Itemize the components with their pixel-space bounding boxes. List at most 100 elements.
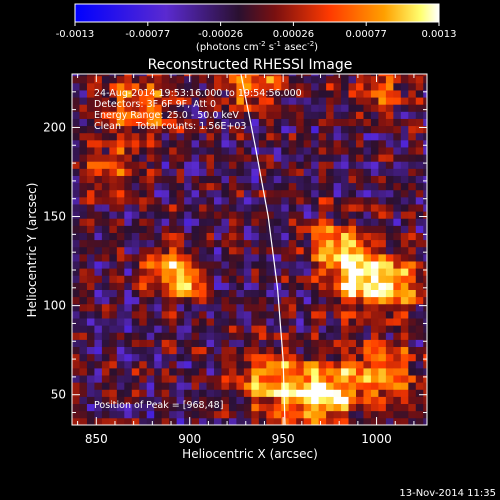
heatmap-cell <box>206 218 215 226</box>
heatmap-cell <box>356 154 364 162</box>
heatmap-cell <box>72 147 80 155</box>
heatmap-cell <box>356 410 364 419</box>
heatmap-cell <box>326 125 334 134</box>
heatmap-cell <box>303 211 312 219</box>
heatmap-cell <box>408 382 417 390</box>
heatmap-cell <box>378 204 387 212</box>
heatmap-cell <box>72 332 80 340</box>
heatmap-cell <box>72 360 80 369</box>
heatmap-cell <box>341 97 349 105</box>
heatmap-cell <box>356 97 364 105</box>
heatmap-cell <box>161 375 170 383</box>
heatmap-cell <box>281 282 290 290</box>
heatmap-cell <box>199 82 207 91</box>
heatmap-cell <box>176 147 185 155</box>
heatmap-cell <box>303 310 312 319</box>
heatmap-cell <box>176 339 185 348</box>
heatmap-cell <box>363 310 372 319</box>
heatmap-cell <box>243 289 252 298</box>
heatmap-cell <box>139 232 148 241</box>
heatmap-cell <box>206 332 215 340</box>
heatmap-cell <box>169 90 178 98</box>
heatmap-cell <box>169 196 178 205</box>
heatmap-cell <box>109 239 118 248</box>
heatmap-cell <box>243 382 252 390</box>
heatmap-cell <box>124 332 133 340</box>
heatmap-cell <box>385 261 394 269</box>
heatmap-cell <box>116 147 125 155</box>
heatmap-cell <box>296 204 305 212</box>
heatmap-cell <box>228 104 237 112</box>
heatmap-cell <box>191 275 200 283</box>
heatmap-cell <box>191 253 200 262</box>
heatmap-cell <box>221 246 230 255</box>
heatmap-cell <box>176 182 185 191</box>
heatmap-cell <box>214 75 222 84</box>
heatmap-cell <box>131 175 140 184</box>
x-tick-label: 900 <box>178 432 201 446</box>
heatmap-cell <box>243 310 252 319</box>
heatmap-cell <box>221 168 230 176</box>
heatmap-cell <box>243 246 252 255</box>
heatmap-cell <box>393 132 402 141</box>
heatmap-cell <box>415 75 424 84</box>
heatmap-cell <box>311 75 320 84</box>
heatmap-cell <box>124 82 133 91</box>
heatmap-cell <box>311 268 320 276</box>
heatmap-cell <box>243 75 252 84</box>
heatmap-cell <box>228 161 237 169</box>
heatmap-cell <box>214 410 222 419</box>
heatmap-cell <box>333 118 342 127</box>
heatmap-cell <box>124 268 133 276</box>
heatmap-cell <box>393 310 402 319</box>
heatmap-cell <box>109 382 118 390</box>
heatmap-cell <box>86 74 95 77</box>
heatmap-cell <box>333 82 342 91</box>
heatmap-cell <box>161 90 170 98</box>
heatmap-cell <box>206 346 215 355</box>
heatmap-cell <box>326 196 334 205</box>
heatmap-cell <box>131 360 140 369</box>
heatmap-cell <box>221 132 230 141</box>
heatmap-cell <box>199 268 207 276</box>
heatmap-cell <box>318 82 327 91</box>
heatmap-cell <box>363 296 372 305</box>
heatmap-cell <box>206 139 215 148</box>
heatmap-cell <box>415 225 424 233</box>
heatmap-cell <box>86 239 95 248</box>
heatmap-cell <box>228 125 237 134</box>
heatmap-cell <box>288 154 297 162</box>
heatmap-cell <box>199 339 207 348</box>
heatmap-cell <box>131 325 140 333</box>
heatmap-cell <box>176 353 185 362</box>
heatmap-cell <box>258 289 267 298</box>
heatmap-cell <box>408 318 417 326</box>
heatmap-cell <box>176 232 185 241</box>
heatmap-cell <box>86 118 95 127</box>
heatmap-cell <box>169 147 178 155</box>
heatmap-cell <box>281 253 290 262</box>
heatmap-cell <box>385 82 394 91</box>
heatmap-cell <box>348 104 357 112</box>
heatmap-cell <box>273 74 282 77</box>
heatmap-cell <box>363 289 372 298</box>
heatmap-cell <box>154 161 163 169</box>
heatmap-cell <box>415 339 424 348</box>
heatmap-cell <box>139 417 148 425</box>
heatmap-cell <box>131 410 140 419</box>
heatmap-cell <box>273 175 282 184</box>
heatmap-cell <box>400 189 409 198</box>
heatmap-cell <box>326 253 334 262</box>
heatmap-cell <box>296 182 305 191</box>
heatmap-cell <box>176 97 185 105</box>
heatmap-cell <box>251 161 260 169</box>
heatmap-cell <box>356 182 364 191</box>
heatmap-cell <box>131 389 140 397</box>
heatmap-cell <box>221 289 230 298</box>
heatmap-cell <box>415 111 424 119</box>
heatmap-cell <box>318 97 327 105</box>
heatmap-cell <box>393 97 402 105</box>
heatmap-cell <box>176 289 185 298</box>
heatmap-cell <box>94 289 103 298</box>
heatmap-cell <box>348 275 357 283</box>
